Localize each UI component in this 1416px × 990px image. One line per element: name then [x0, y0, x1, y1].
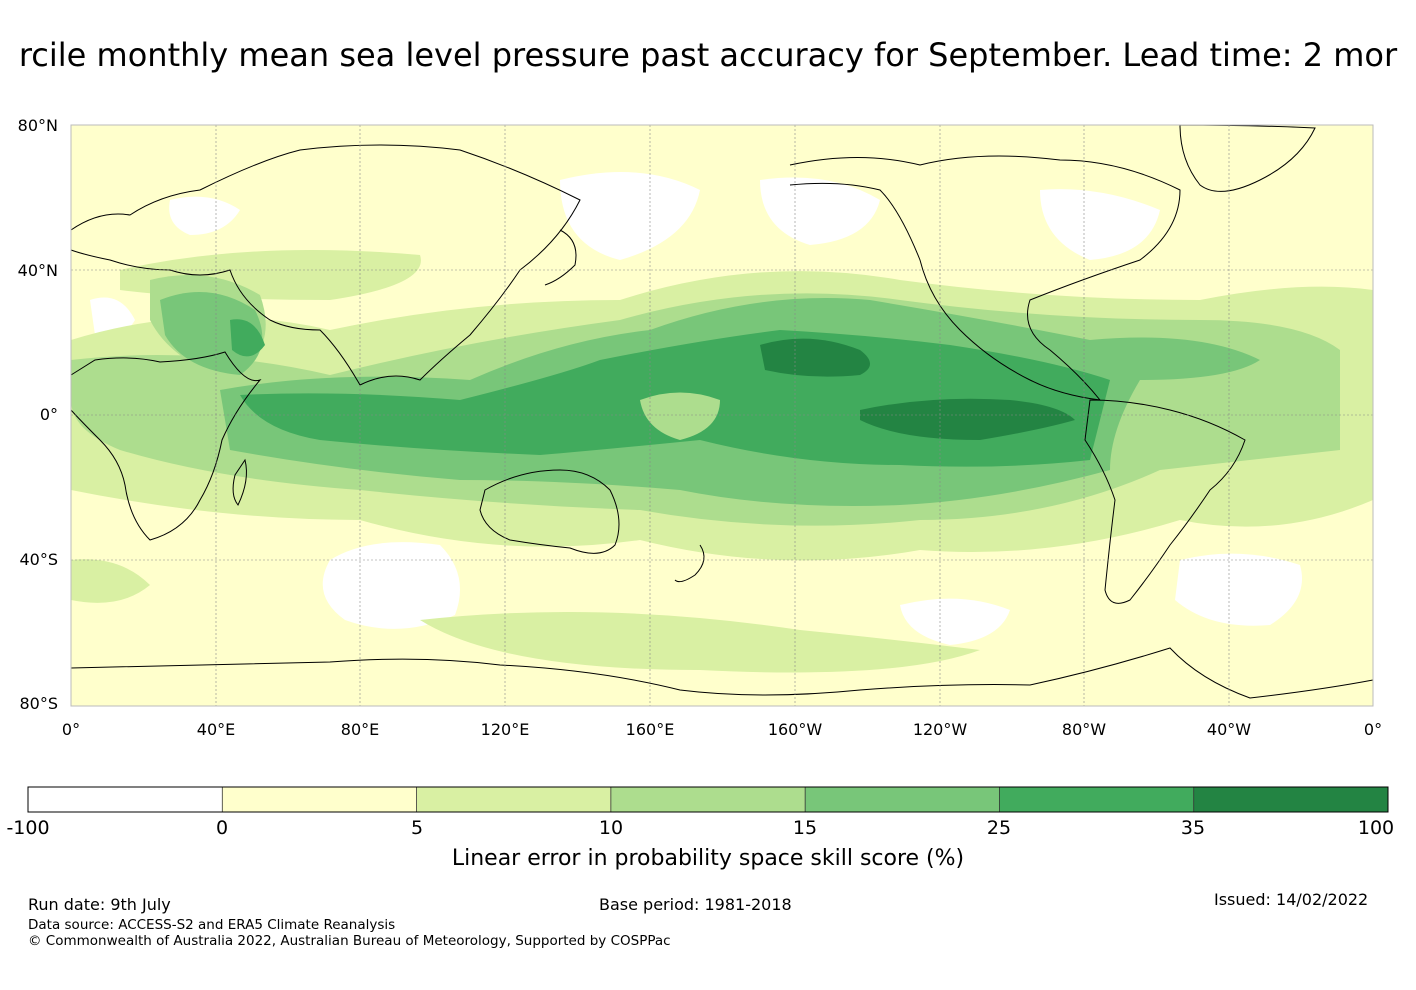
colorbar-swatch [1193, 787, 1388, 812]
map-title: rcile monthly mean sea level pressure pa… [18, 36, 1398, 74]
run-date: Run date: 9th July [28, 895, 171, 914]
lon-label-0: 0° [61, 720, 81, 739]
colorbar-swatch [222, 787, 417, 812]
colorbar-swatch [610, 787, 806, 812]
lon-label-40w: 40°W [1206, 720, 1252, 739]
data-source: Data source: ACCESS-S2 and ERA5 Climate … [28, 917, 396, 933]
base-period: Base period: 1981-2018 [599, 895, 792, 914]
issued-date: Issued: 14/02/2022 [1214, 890, 1369, 909]
map-frame [70, 124, 1374, 707]
coastlines [70, 124, 1374, 699]
colorbar-tick-label: 25 [986, 817, 1012, 839]
lat-label-80n: 80°N [17, 116, 58, 135]
gridlines [71, 125, 1373, 706]
new-zealand-outline [674, 544, 705, 583]
colorbar-swatch [999, 787, 1194, 812]
lon-label-80e: 80°E [340, 720, 380, 739]
greenland-outline [1179, 124, 1316, 192]
madagascar-outline [232, 458, 247, 506]
colorbar-frame [27, 786, 1389, 813]
colorbar-tick-label: 0 [215, 817, 229, 839]
lat-label-80s: 80°S [19, 694, 58, 713]
lon-label-0-east: 0° [1363, 720, 1383, 739]
antarctica-outline [70, 647, 1374, 699]
lon-label-160e: 160°E [625, 720, 675, 739]
lat-label-40s: 40°S [19, 550, 58, 569]
europe-asia-outline [70, 144, 581, 386]
australia-outline [479, 469, 620, 554]
colorbar [27, 786, 1389, 813]
lon-label-160w: 160°W [767, 720, 823, 739]
colorbar-tick-label: 35 [1180, 817, 1206, 839]
japan-outline [544, 229, 577, 286]
lon-label-120e: 120°E [480, 720, 530, 739]
skill-band-hole [640, 392, 720, 440]
lon-label-40e: 40°E [196, 720, 236, 739]
colorbar-caption: Linear error in probability space skill … [451, 846, 965, 871]
lat-label-equator: 0° [39, 405, 58, 424]
colorbar-tick-label: 5 [410, 817, 424, 839]
colorbar-swatch [416, 787, 611, 812]
skill-band-35-100 [760, 338, 1075, 440]
colorbar-swatch [28, 787, 223, 812]
north-america-outline [789, 155, 1181, 401]
colorbar-tick-label: 10 [598, 817, 624, 839]
south-america-outline [1084, 399, 1246, 604]
colorbar-swatch [805, 787, 1000, 812]
africa-outline [70, 351, 262, 541]
lat-label-40n: 40°N [17, 261, 58, 280]
colorbar-tick-label: 15 [792, 817, 818, 839]
colorbar-tick-label: -100 [6, 817, 50, 839]
copyright: © Commonwealth of Australia 2022, Austra… [28, 933, 671, 949]
lon-label-120w: 120°W [912, 720, 968, 739]
colorbar-tick-label: 100 [1357, 817, 1395, 839]
lon-label-80w: 80°W [1061, 720, 1107, 739]
